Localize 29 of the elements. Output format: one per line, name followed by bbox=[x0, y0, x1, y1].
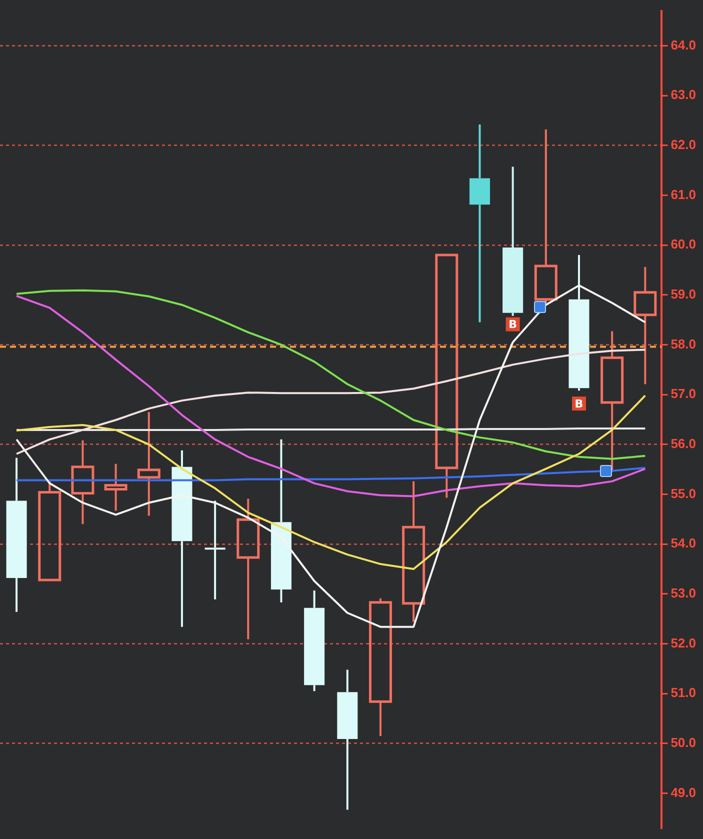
y-tick-label: 56.0 bbox=[670, 436, 696, 451]
candlestick bbox=[71, 439, 94, 526]
candlestick bbox=[600, 330, 624, 473]
candlestick bbox=[402, 480, 426, 623]
y-tick-label: 60.0 bbox=[670, 236, 696, 252]
y-tick-label: 53.0 bbox=[670, 586, 696, 601]
y-tick-label: 64.0 bbox=[670, 37, 696, 52]
candlestick bbox=[634, 266, 657, 386]
y-tick-label: 63.0 bbox=[670, 87, 696, 102]
candlestick bbox=[534, 128, 558, 304]
y-tick-label: 57.0 bbox=[670, 386, 696, 402]
candlestick bbox=[236, 498, 260, 640]
candlestick bbox=[435, 254, 458, 499]
candlestick bbox=[38, 480, 62, 582]
candlestick bbox=[368, 597, 392, 737]
candlestick bbox=[104, 462, 128, 512]
y-tick-label: 50.0 bbox=[670, 735, 696, 750]
y-tick-label: 62.0 bbox=[670, 136, 696, 152]
annotation: B bbox=[508, 318, 518, 332]
y-tick-label: 61.0 bbox=[670, 186, 696, 202]
y-tick-label: 52.0 bbox=[670, 635, 696, 650]
y-tick-label: 49.0 bbox=[670, 784, 696, 800]
candlestick bbox=[137, 411, 160, 517]
y-tick-label: 51.0 bbox=[670, 685, 696, 700]
y-tick-label: 54.0 bbox=[670, 536, 696, 551]
y-tick-label: 58.0 bbox=[670, 336, 696, 352]
annotation: B bbox=[574, 397, 584, 410]
y-tick-label: 55.0 bbox=[670, 486, 696, 501]
y-tick-label: 59.0 bbox=[670, 286, 696, 302]
